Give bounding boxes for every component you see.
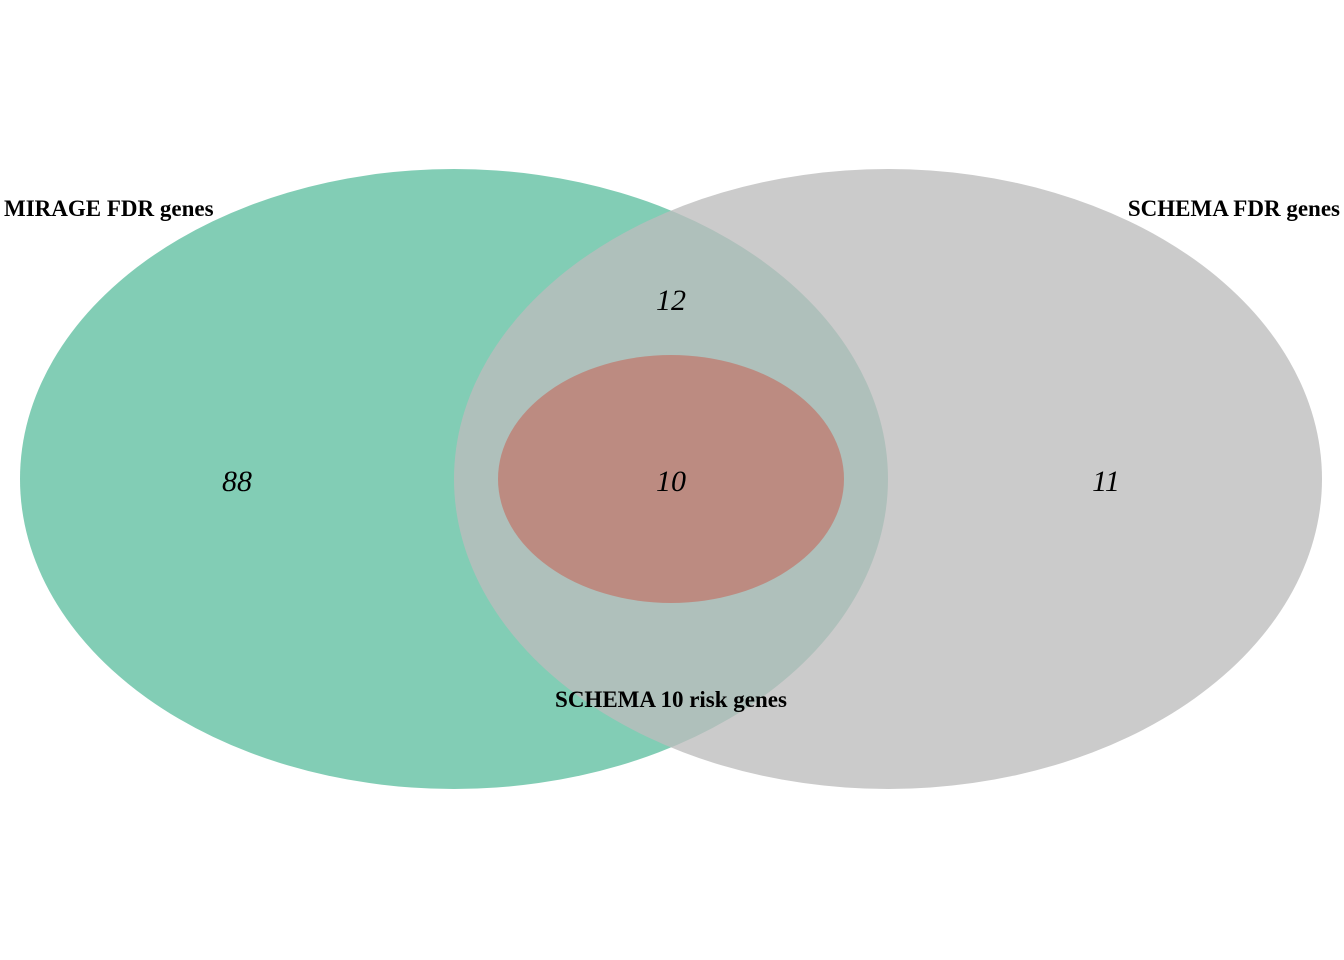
- schema-10-risk-label: SCHEMA 10 risk genes: [555, 687, 787, 712]
- count-schema-fdr-only: 11: [1092, 465, 1120, 498]
- schema-fdr-label: SCHEMA FDR genes: [1128, 196, 1340, 221]
- count-mirage-only: 88: [222, 465, 252, 498]
- schema-10-risk-set: [498, 355, 844, 603]
- mirage-fdr-label: MIRAGE FDR genes: [4, 196, 214, 221]
- schema-fdr-set: [454, 169, 1322, 789]
- count-all-three: 10: [656, 465, 686, 498]
- count-mirage-schema-fdr: 12: [656, 284, 686, 317]
